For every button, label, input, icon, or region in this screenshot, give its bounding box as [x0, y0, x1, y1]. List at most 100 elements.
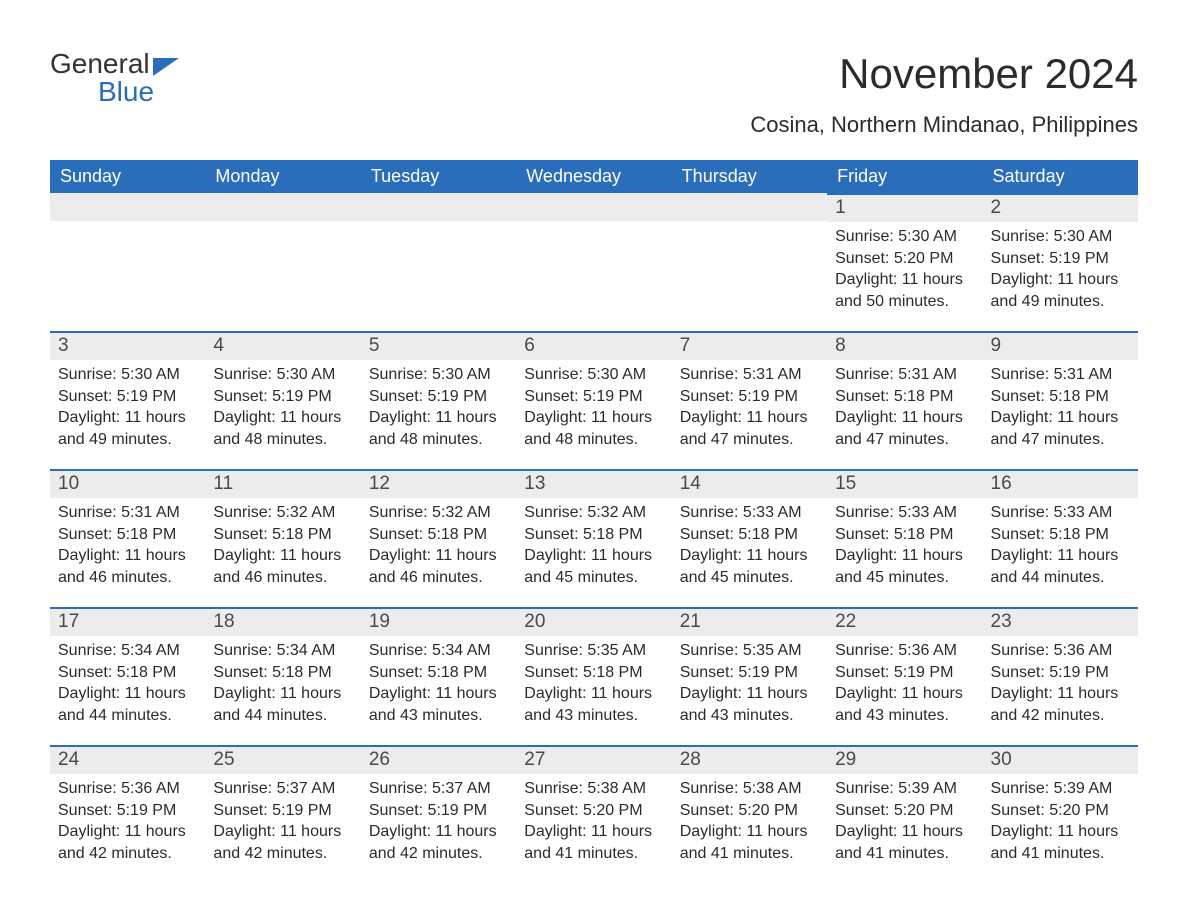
day: 22Sunrise: 5:36 AMSunset: 5:19 PMDayligh…	[827, 607, 982, 734]
daylight-text: Daylight: 11 hours and 49 minutes.	[58, 407, 197, 450]
day-info: Sunrise: 5:33 AMSunset: 5:18 PMDaylight:…	[983, 498, 1138, 596]
day-info: Sunrise: 5:39 AMSunset: 5:20 PMDaylight:…	[827, 774, 982, 872]
day: 20Sunrise: 5:35 AMSunset: 5:18 PMDayligh…	[516, 607, 671, 734]
day-number: 8	[827, 333, 982, 360]
day: 24Sunrise: 5:36 AMSunset: 5:19 PMDayligh…	[50, 745, 205, 872]
weekday-header: Wednesday	[516, 160, 671, 193]
sunrise-text: Sunrise: 5:37 AM	[213, 778, 352, 800]
sunset-text: Sunset: 5:19 PM	[991, 662, 1130, 684]
sunrise-text: Sunrise: 5:31 AM	[58, 502, 197, 524]
sunset-text: Sunset: 5:18 PM	[213, 524, 352, 546]
day: 8Sunrise: 5:31 AMSunset: 5:18 PMDaylight…	[827, 331, 982, 458]
sunset-text: Sunset: 5:19 PM	[680, 386, 819, 408]
day-info: Sunrise: 5:36 AMSunset: 5:19 PMDaylight:…	[827, 636, 982, 734]
day-info: Sunrise: 5:30 AMSunset: 5:19 PMDaylight:…	[516, 360, 671, 458]
day: 16Sunrise: 5:33 AMSunset: 5:18 PMDayligh…	[983, 469, 1138, 596]
calendar-cell: 15Sunrise: 5:33 AMSunset: 5:18 PMDayligh…	[827, 469, 982, 607]
day-number: 16	[983, 471, 1138, 498]
day-info: Sunrise: 5:36 AMSunset: 5:19 PMDaylight:…	[983, 636, 1138, 734]
calendar-cell: 27Sunrise: 5:38 AMSunset: 5:20 PMDayligh…	[516, 745, 671, 883]
day: 14Sunrise: 5:33 AMSunset: 5:18 PMDayligh…	[672, 469, 827, 596]
day-number: 30	[983, 747, 1138, 774]
daylight-text: Daylight: 11 hours and 46 minutes.	[213, 545, 352, 588]
sunrise-text: Sunrise: 5:36 AM	[991, 640, 1130, 662]
daylight-text: Daylight: 11 hours and 46 minutes.	[58, 545, 197, 588]
day-info: Sunrise: 5:34 AMSunset: 5:18 PMDaylight:…	[205, 636, 360, 734]
day-number: 2	[983, 195, 1138, 222]
day-number: 7	[672, 333, 827, 360]
day: 12Sunrise: 5:32 AMSunset: 5:18 PMDayligh…	[361, 469, 516, 596]
sunset-text: Sunset: 5:18 PM	[835, 386, 974, 408]
sunset-text: Sunset: 5:20 PM	[991, 800, 1130, 822]
daylight-text: Daylight: 11 hours and 47 minutes.	[680, 407, 819, 450]
sunrise-text: Sunrise: 5:36 AM	[58, 778, 197, 800]
day-number: 24	[50, 747, 205, 774]
day-number: 28	[672, 747, 827, 774]
calendar-cell	[516, 193, 671, 331]
sunrise-text: Sunrise: 5:37 AM	[369, 778, 508, 800]
day-info: Sunrise: 5:30 AMSunset: 5:19 PMDaylight:…	[361, 360, 516, 458]
title-block: November 2024 Cosina, Northern Mindanao,…	[750, 50, 1138, 152]
day-number: 19	[361, 609, 516, 636]
day-number: 6	[516, 333, 671, 360]
sunrise-text: Sunrise: 5:31 AM	[680, 364, 819, 386]
empty-day	[516, 193, 671, 221]
sunset-text: Sunset: 5:18 PM	[369, 662, 508, 684]
calendar-week: 24Sunrise: 5:36 AMSunset: 5:19 PMDayligh…	[50, 745, 1138, 883]
day: 4Sunrise: 5:30 AMSunset: 5:19 PMDaylight…	[205, 331, 360, 458]
day-number: 4	[205, 333, 360, 360]
day: 2Sunrise: 5:30 AMSunset: 5:19 PMDaylight…	[983, 193, 1138, 320]
day: 18Sunrise: 5:34 AMSunset: 5:18 PMDayligh…	[205, 607, 360, 734]
calendar-cell: 23Sunrise: 5:36 AMSunset: 5:19 PMDayligh…	[983, 607, 1138, 745]
day-number: 23	[983, 609, 1138, 636]
day-info: Sunrise: 5:35 AMSunset: 5:18 PMDaylight:…	[516, 636, 671, 734]
calendar-week: 17Sunrise: 5:34 AMSunset: 5:18 PMDayligh…	[50, 607, 1138, 745]
day-number: 15	[827, 471, 982, 498]
sunrise-text: Sunrise: 5:30 AM	[369, 364, 508, 386]
calendar-cell: 13Sunrise: 5:32 AMSunset: 5:18 PMDayligh…	[516, 469, 671, 607]
sunrise-text: Sunrise: 5:31 AM	[835, 364, 974, 386]
day: 19Sunrise: 5:34 AMSunset: 5:18 PMDayligh…	[361, 607, 516, 734]
day-info: Sunrise: 5:30 AMSunset: 5:19 PMDaylight:…	[50, 360, 205, 458]
sunrise-text: Sunrise: 5:33 AM	[991, 502, 1130, 524]
empty-day	[50, 193, 205, 221]
daylight-text: Daylight: 11 hours and 46 minutes.	[369, 545, 508, 588]
calendar-cell: 1Sunrise: 5:30 AMSunset: 5:20 PMDaylight…	[827, 193, 982, 331]
day-number: 20	[516, 609, 671, 636]
empty-day	[361, 193, 516, 221]
month-title: November 2024	[750, 50, 1138, 98]
sunset-text: Sunset: 5:19 PM	[991, 248, 1130, 270]
day: 13Sunrise: 5:32 AMSunset: 5:18 PMDayligh…	[516, 469, 671, 596]
weekday-header: Tuesday	[361, 160, 516, 193]
sunrise-text: Sunrise: 5:33 AM	[835, 502, 974, 524]
sunset-text: Sunset: 5:19 PM	[58, 800, 197, 822]
day-number: 25	[205, 747, 360, 774]
weekday-header: Friday	[827, 160, 982, 193]
day-info: Sunrise: 5:37 AMSunset: 5:19 PMDaylight:…	[361, 774, 516, 872]
daylight-text: Daylight: 11 hours and 42 minutes.	[991, 683, 1130, 726]
day-info: Sunrise: 5:33 AMSunset: 5:18 PMDaylight:…	[827, 498, 982, 596]
day-number: 9	[983, 333, 1138, 360]
day-number: 27	[516, 747, 671, 774]
sunset-text: Sunset: 5:18 PM	[991, 386, 1130, 408]
sunset-text: Sunset: 5:18 PM	[524, 662, 663, 684]
sunrise-text: Sunrise: 5:32 AM	[213, 502, 352, 524]
sunrise-text: Sunrise: 5:36 AM	[835, 640, 974, 662]
day: 3Sunrise: 5:30 AMSunset: 5:19 PMDaylight…	[50, 331, 205, 458]
day: 17Sunrise: 5:34 AMSunset: 5:18 PMDayligh…	[50, 607, 205, 734]
calendar-week: 1Sunrise: 5:30 AMSunset: 5:20 PMDaylight…	[50, 193, 1138, 331]
day-info: Sunrise: 5:31 AMSunset: 5:19 PMDaylight:…	[672, 360, 827, 458]
day-info: Sunrise: 5:30 AMSunset: 5:19 PMDaylight:…	[983, 222, 1138, 320]
sunset-text: Sunset: 5:18 PM	[991, 524, 1130, 546]
day: 5Sunrise: 5:30 AMSunset: 5:19 PMDaylight…	[361, 331, 516, 458]
daylight-text: Daylight: 11 hours and 43 minutes.	[369, 683, 508, 726]
day: 7Sunrise: 5:31 AMSunset: 5:19 PMDaylight…	[672, 331, 827, 458]
day-info: Sunrise: 5:33 AMSunset: 5:18 PMDaylight:…	[672, 498, 827, 596]
sunrise-text: Sunrise: 5:33 AM	[680, 502, 819, 524]
calendar-cell: 11Sunrise: 5:32 AMSunset: 5:18 PMDayligh…	[205, 469, 360, 607]
sunset-text: Sunset: 5:19 PM	[835, 662, 974, 684]
daylight-text: Daylight: 11 hours and 48 minutes.	[524, 407, 663, 450]
weekday-header: Thursday	[672, 160, 827, 193]
daylight-text: Daylight: 11 hours and 44 minutes.	[58, 683, 197, 726]
calendar-cell: 22Sunrise: 5:36 AMSunset: 5:19 PMDayligh…	[827, 607, 982, 745]
